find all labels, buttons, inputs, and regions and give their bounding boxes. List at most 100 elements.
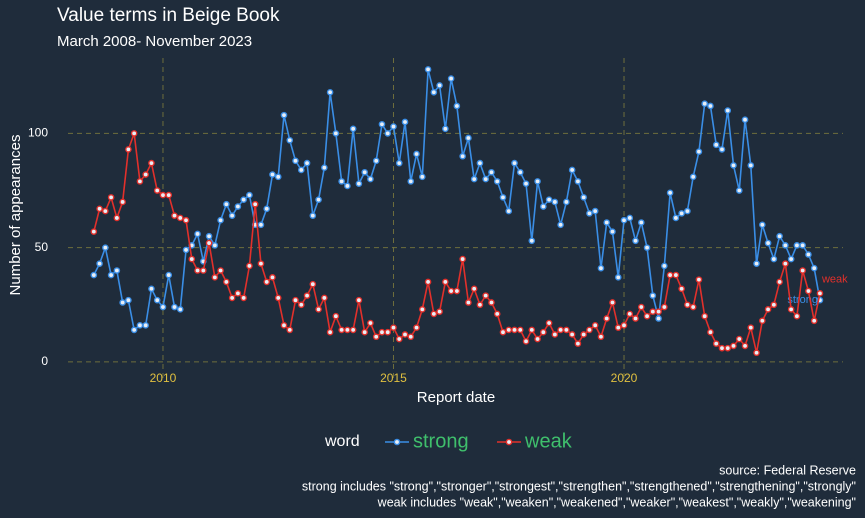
- point: [574, 340, 582, 347]
- point: [217, 267, 224, 274]
- point: [465, 299, 472, 306]
- point: [603, 219, 611, 226]
- point: [401, 331, 409, 338]
- point: [747, 324, 755, 331]
- point: [321, 294, 328, 302]
- point: [655, 315, 662, 322]
- point: [637, 219, 645, 226]
- point: [511, 159, 518, 167]
- point: [712, 141, 720, 149]
- point: [332, 130, 340, 137]
- point: [447, 287, 455, 295]
- point: [309, 280, 317, 288]
- point: [171, 212, 178, 219]
- point: [470, 285, 478, 293]
- point: [810, 264, 818, 272]
- point: [401, 118, 409, 126]
- point: [770, 301, 778, 309]
- point: [695, 276, 703, 283]
- point: [442, 125, 449, 133]
- point: [499, 328, 507, 336]
- point: [251, 200, 259, 208]
- point: [303, 292, 311, 299]
- point: [349, 326, 357, 334]
- point: [269, 274, 276, 281]
- point: [205, 232, 213, 240]
- x-tick-label: 2015: [380, 371, 407, 385]
- point: [321, 164, 328, 171]
- point: [614, 274, 622, 281]
- point: [165, 271, 173, 279]
- point: [217, 216, 224, 224]
- point: [413, 150, 420, 158]
- point: [649, 308, 657, 315]
- point: [228, 212, 236, 219]
- point: [240, 294, 247, 302]
- point: [684, 207, 691, 215]
- point: [234, 203, 242, 210]
- point: [338, 178, 345, 185]
- point: [511, 326, 518, 334]
- y-tick-label: 0: [41, 354, 48, 368]
- point: [326, 328, 334, 336]
- point: [315, 306, 322, 313]
- point: [119, 198, 126, 206]
- point: [153, 187, 161, 194]
- caption: weak includes "weak","weaken","weakened"…: [377, 495, 856, 509]
- point: [476, 301, 484, 309]
- point: [96, 260, 103, 267]
- point: [182, 246, 190, 254]
- point: [655, 308, 662, 315]
- point: [465, 134, 472, 142]
- point: [182, 216, 190, 224]
- point: [234, 290, 242, 297]
- point: [545, 196, 553, 203]
- point: [436, 308, 443, 315]
- point: [707, 328, 714, 336]
- point: [188, 255, 196, 263]
- point: [344, 182, 351, 190]
- y-tick-label: 100: [28, 126, 48, 140]
- point: [799, 267, 806, 274]
- point: [338, 326, 345, 334]
- end-label: weak: [821, 273, 848, 285]
- point: [263, 205, 271, 213]
- point: [695, 148, 703, 155]
- point: [580, 331, 587, 338]
- point: [390, 123, 397, 130]
- point: [707, 102, 714, 110]
- legend-point: [393, 438, 401, 446]
- point: [770, 255, 778, 263]
- point: [747, 162, 755, 169]
- point: [372, 157, 380, 165]
- point: [361, 328, 368, 336]
- point: [701, 312, 708, 320]
- point: [557, 221, 564, 229]
- point: [649, 292, 657, 299]
- point: [107, 194, 115, 201]
- point: [672, 214, 680, 222]
- point: [614, 324, 622, 331]
- point: [349, 125, 357, 133]
- point: [586, 326, 593, 334]
- point: [430, 310, 438, 318]
- point: [292, 157, 299, 165]
- point: [419, 306, 426, 313]
- point: [620, 322, 628, 329]
- caption: source: Federal Reserve: [719, 463, 856, 477]
- point: [540, 203, 547, 210]
- point: [395, 159, 403, 167]
- point: [113, 267, 121, 274]
- x-tick-label: 2010: [150, 371, 177, 385]
- point: [505, 326, 513, 334]
- point: [574, 178, 582, 185]
- point: [764, 306, 772, 313]
- y-tick-label: 50: [35, 240, 49, 254]
- point: [274, 173, 282, 181]
- point: [724, 107, 732, 114]
- point: [274, 294, 282, 302]
- legend-point: [505, 438, 513, 446]
- point: [165, 191, 173, 199]
- point: [626, 214, 634, 222]
